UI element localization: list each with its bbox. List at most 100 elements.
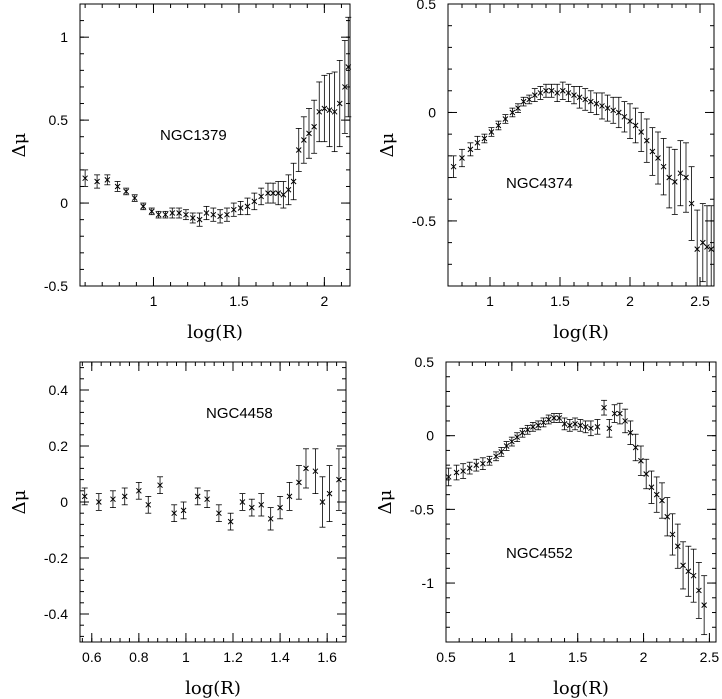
point-marker bbox=[131, 195, 138, 201]
data-points bbox=[445, 399, 708, 636]
point-marker bbox=[203, 210, 210, 216]
data-point bbox=[616, 402, 623, 425]
point-marker bbox=[611, 410, 618, 417]
point-marker bbox=[466, 465, 473, 471]
data-point bbox=[582, 420, 589, 434]
point-marker bbox=[649, 148, 656, 155]
data-point bbox=[674, 523, 681, 569]
y-tick-label: 0.5 bbox=[415, 354, 435, 370]
data-point bbox=[131, 194, 138, 202]
y-tick-label: -0.5 bbox=[410, 501, 434, 517]
data-point bbox=[610, 96, 617, 124]
data-point bbox=[704, 205, 710, 286]
point-marker bbox=[488, 129, 495, 135]
data-point bbox=[677, 140, 684, 207]
y-tick-label: 0 bbox=[428, 104, 436, 120]
data-point bbox=[286, 481, 293, 511]
data-point bbox=[606, 419, 613, 438]
point-marker bbox=[270, 190, 276, 196]
data-point bbox=[459, 148, 465, 168]
x-tick-label: 2 bbox=[626, 293, 634, 309]
y-axis-label: Δμ bbox=[377, 132, 398, 157]
point-marker bbox=[502, 116, 509, 122]
data-point bbox=[543, 83, 549, 98]
point-marker bbox=[157, 482, 163, 489]
point-marker bbox=[258, 501, 265, 508]
point-marker bbox=[277, 504, 283, 511]
data-point bbox=[551, 413, 557, 423]
x-axis-label: log(R) bbox=[187, 322, 243, 343]
point-marker bbox=[114, 183, 121, 190]
point-marker bbox=[326, 490, 333, 497]
point-marker bbox=[520, 98, 527, 105]
point-marker bbox=[617, 410, 623, 417]
data-point bbox=[643, 458, 650, 490]
point-marker bbox=[677, 170, 684, 177]
data-point bbox=[244, 197, 251, 216]
data-point bbox=[82, 169, 89, 187]
data-point bbox=[295, 128, 302, 172]
y-tick-label: 0 bbox=[60, 195, 68, 211]
point-marker bbox=[81, 493, 88, 500]
data-point bbox=[593, 92, 600, 116]
point-marker bbox=[643, 471, 650, 477]
data-point bbox=[180, 501, 187, 520]
data-point bbox=[121, 487, 128, 506]
data-point bbox=[341, 40, 348, 134]
data-point bbox=[582, 88, 589, 111]
point-marker bbox=[683, 174, 689, 181]
data-point bbox=[321, 74, 328, 143]
data-point bbox=[135, 481, 142, 500]
point-marker bbox=[467, 146, 474, 153]
data-point bbox=[660, 138, 667, 196]
data-point bbox=[145, 495, 152, 514]
point-marker bbox=[535, 422, 542, 429]
data-point bbox=[189, 212, 196, 224]
y-tick-label: -0.5 bbox=[44, 278, 68, 294]
data-point bbox=[450, 155, 457, 178]
data-point bbox=[295, 465, 302, 500]
y-tick-label: 0.5 bbox=[417, 0, 437, 12]
x-tick-label: 1 bbox=[182, 649, 190, 665]
point-marker bbox=[587, 98, 594, 105]
point-marker bbox=[537, 90, 544, 96]
plot-frame bbox=[79, 3, 351, 287]
point-marker bbox=[551, 415, 557, 421]
point-marker bbox=[311, 123, 317, 130]
point-marker bbox=[571, 92, 577, 98]
data-point bbox=[194, 487, 201, 506]
point-marker bbox=[648, 484, 655, 491]
data-points bbox=[82, 16, 352, 227]
data-point bbox=[627, 420, 634, 445]
point-marker bbox=[621, 113, 628, 120]
point-marker bbox=[582, 96, 589, 103]
data-point bbox=[336, 60, 343, 148]
point-marker bbox=[688, 200, 695, 207]
data-point bbox=[467, 142, 474, 157]
data-point bbox=[524, 424, 531, 435]
point-marker bbox=[306, 130, 312, 137]
point-marker bbox=[95, 499, 102, 505]
data-point bbox=[285, 174, 292, 206]
data-point bbox=[258, 187, 265, 206]
point-marker bbox=[572, 421, 578, 427]
point-marker bbox=[680, 562, 686, 569]
point-marker bbox=[312, 468, 319, 475]
point-marker bbox=[155, 211, 162, 218]
y-axis-label: Δμ bbox=[375, 489, 396, 514]
data-point bbox=[479, 457, 486, 470]
data-point bbox=[601, 399, 608, 416]
panel-NGC1379: 1 1.5 2 -0.5 0 0.5 1 log(R) Δμ NGC1379 bbox=[9, 3, 352, 343]
data-point bbox=[345, 16, 352, 118]
data-point bbox=[203, 205, 210, 221]
data-point bbox=[223, 207, 230, 222]
point-marker bbox=[445, 474, 452, 480]
point-marker bbox=[622, 418, 628, 424]
point-marker bbox=[543, 87, 549, 94]
panel-NGC4374: 1 1.5 2 2.5 -0.5 0 0.5 log(R) Δμ NGC4374 bbox=[377, 0, 715, 343]
point-marker bbox=[140, 203, 147, 210]
point-marker bbox=[664, 513, 671, 520]
x-tick-label: 1 bbox=[486, 293, 494, 309]
point-marker bbox=[123, 188, 129, 195]
x-tick-label: 0.6 bbox=[82, 649, 102, 665]
